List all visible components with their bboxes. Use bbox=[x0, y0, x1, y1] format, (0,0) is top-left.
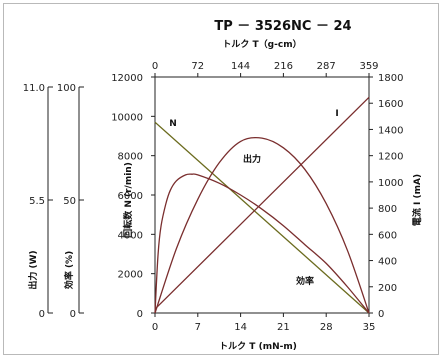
chart-frame bbox=[3, 3, 439, 355]
top-tick-label: 216 bbox=[274, 61, 293, 72]
current-tick-label: 0 bbox=[378, 309, 384, 320]
top-tick-label: 359 bbox=[359, 61, 378, 72]
speed-tick-label: 8000 bbox=[118, 152, 143, 163]
speed-tick-label: 4000 bbox=[118, 230, 143, 241]
speed-tick-label: 12000 bbox=[111, 73, 143, 84]
efficiency-tick-label: 100 bbox=[57, 83, 76, 94]
series-line-current bbox=[154, 96, 370, 310]
bottom-axis-label: トルク T (mN-m) bbox=[219, 341, 297, 352]
efficiency-axis-label: 効率 (%) bbox=[63, 251, 75, 289]
current-tick-label: 1000 bbox=[378, 178, 403, 189]
top-tick-label: 0 bbox=[152, 61, 158, 72]
bottom-tick-label: 35 bbox=[363, 322, 376, 333]
top-tick-label: 72 bbox=[191, 61, 204, 72]
output-tick-label: 0 bbox=[39, 309, 45, 320]
output-tick-label: 5.5 bbox=[29, 196, 45, 207]
series-label-current: I bbox=[335, 109, 338, 119]
current-tick-label: 1600 bbox=[378, 99, 403, 110]
current-axis-label: 電流 I (mA) bbox=[411, 174, 423, 226]
output-tick-label: 11.0 bbox=[23, 83, 45, 94]
bottom-tick-label: 28 bbox=[320, 322, 333, 333]
bottom-tick-label: 21 bbox=[277, 322, 290, 333]
top-tick-label: 144 bbox=[231, 61, 250, 72]
top-axis-label: トルク T（g-cm） bbox=[222, 39, 301, 50]
top-tick-label: 287 bbox=[317, 61, 336, 72]
bottom-tick-label: 14 bbox=[234, 322, 247, 333]
speed-tick-label: 2000 bbox=[118, 270, 143, 281]
current-tick-label: 800 bbox=[378, 204, 397, 215]
current-tick-label: 400 bbox=[378, 257, 397, 268]
chart-title: TP － 3526NC － 24 bbox=[214, 19, 351, 34]
series-line-efficiency bbox=[154, 173, 370, 314]
speed-axis-label: 回転数 N (r/min) bbox=[122, 162, 134, 238]
current-tick-label: 600 bbox=[378, 230, 397, 241]
current-tick-label: 1800 bbox=[378, 73, 403, 84]
series-label-output: 出力 bbox=[243, 153, 261, 165]
current-tick-label: 200 bbox=[378, 283, 397, 294]
series-line-speed bbox=[154, 121, 370, 314]
efficiency-tick-label: 0 bbox=[70, 309, 76, 320]
bottom-tick-label: 7 bbox=[195, 322, 201, 333]
speed-tick-label: 10000 bbox=[111, 112, 143, 123]
efficiency-tick-label: 50 bbox=[63, 196, 76, 207]
current-tick-label: 1200 bbox=[378, 152, 403, 163]
series-line-output bbox=[154, 136, 370, 314]
series-label-speed: N bbox=[169, 119, 177, 129]
speed-tick-label: 6000 bbox=[118, 191, 143, 202]
output-axis-label: 出力 (W) bbox=[27, 250, 39, 289]
current-tick-label: 1400 bbox=[378, 125, 403, 136]
bottom-tick-label: 0 bbox=[152, 322, 158, 333]
speed-tick-label: 0 bbox=[137, 309, 143, 320]
series-label-efficiency: 効率 bbox=[296, 275, 314, 287]
